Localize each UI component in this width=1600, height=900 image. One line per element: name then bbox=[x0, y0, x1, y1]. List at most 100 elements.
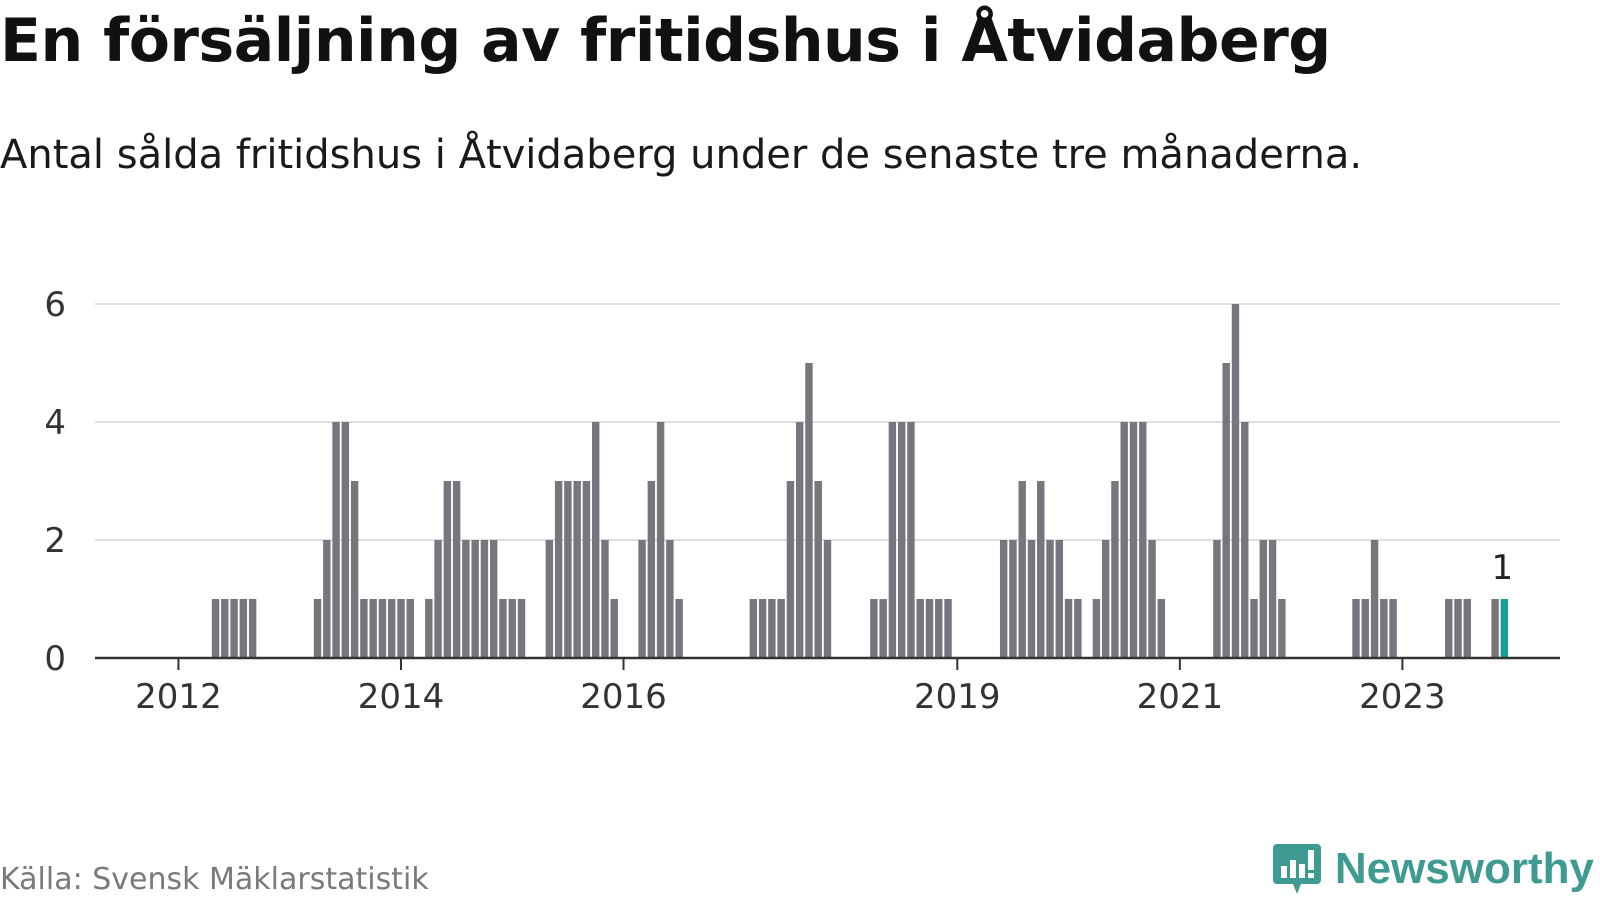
bar bbox=[935, 599, 943, 658]
bar bbox=[313, 599, 322, 658]
y-tick-label: 0 bbox=[44, 639, 66, 679]
bar bbox=[1046, 540, 1054, 658]
bar bbox=[1352, 599, 1360, 658]
bar-annotation: 1 bbox=[1492, 548, 1514, 588]
bar bbox=[638, 540, 646, 658]
bar bbox=[489, 540, 498, 658]
bar bbox=[388, 599, 396, 658]
x-tick-label: 2023 bbox=[1359, 677, 1446, 717]
bar bbox=[1037, 481, 1045, 658]
bar bbox=[452, 481, 461, 658]
bar bbox=[814, 481, 822, 658]
source-note: Källa: Svensk Mäklarstatistik bbox=[0, 862, 429, 897]
bar bbox=[610, 599, 618, 658]
bar bbox=[925, 599, 934, 658]
bar bbox=[1009, 540, 1017, 658]
newsworthy-logo: Newsworthy bbox=[1271, 840, 1594, 898]
bar bbox=[378, 599, 387, 658]
bar bbox=[1148, 540, 1156, 658]
bar bbox=[897, 422, 906, 658]
bar bbox=[564, 481, 572, 658]
newsworthy-icon bbox=[1272, 844, 1321, 894]
bar bbox=[999, 540, 1008, 658]
bar bbox=[230, 599, 238, 658]
bar bbox=[870, 599, 878, 658]
bar bbox=[1231, 304, 1240, 658]
bar bbox=[471, 540, 479, 658]
bar bbox=[397, 599, 405, 658]
bar bbox=[211, 599, 220, 658]
bar bbox=[443, 481, 452, 658]
bar bbox=[332, 422, 340, 658]
bar bbox=[591, 422, 600, 658]
bar bbox=[1139, 422, 1147, 658]
bar bbox=[341, 422, 350, 658]
x-tick-label: 2019 bbox=[914, 677, 1001, 717]
bar bbox=[1491, 599, 1499, 658]
bar bbox=[879, 599, 887, 658]
bar bbox=[434, 540, 442, 658]
bar bbox=[1129, 422, 1138, 658]
bar bbox=[248, 599, 257, 658]
bar bbox=[573, 481, 581, 658]
bar bbox=[1380, 599, 1388, 658]
bar bbox=[369, 599, 377, 658]
x-tick-label: 2016 bbox=[580, 677, 667, 717]
bar bbox=[1055, 540, 1064, 658]
bar bbox=[1445, 599, 1453, 658]
chart-title: En försäljning av fritidshus i Åtvidaber… bbox=[0, 6, 1331, 76]
bar bbox=[499, 599, 507, 658]
bar bbox=[647, 481, 656, 658]
bar bbox=[545, 540, 554, 658]
brand-name: Newsworthy bbox=[1334, 844, 1594, 893]
bar bbox=[323, 540, 331, 658]
x-tick-label: 2014 bbox=[358, 677, 445, 717]
bar bbox=[1101, 540, 1110, 658]
bar bbox=[1361, 599, 1369, 658]
bar bbox=[805, 363, 813, 658]
x-tick-label: 2012 bbox=[135, 677, 222, 717]
bar bbox=[462, 540, 470, 658]
bar-highlight bbox=[1500, 599, 1509, 658]
x-tick-label: 2021 bbox=[1137, 677, 1224, 717]
bar bbox=[221, 599, 229, 658]
bar bbox=[517, 599, 526, 658]
bar bbox=[1241, 422, 1249, 658]
y-tick-label: 2 bbox=[44, 521, 66, 561]
bar bbox=[907, 422, 915, 658]
bar bbox=[1018, 481, 1026, 658]
bar bbox=[795, 422, 804, 658]
bar bbox=[823, 540, 832, 658]
bar bbox=[1120, 422, 1128, 658]
bar bbox=[1111, 481, 1119, 658]
bar bbox=[1278, 599, 1286, 658]
bar bbox=[1454, 599, 1462, 658]
bar bbox=[749, 599, 758, 658]
bar bbox=[1027, 540, 1036, 658]
bar bbox=[554, 481, 563, 658]
bar bbox=[1064, 599, 1073, 658]
bar bbox=[1389, 599, 1397, 658]
bar bbox=[1463, 599, 1471, 658]
bar bbox=[406, 599, 414, 658]
bar bbox=[786, 481, 795, 658]
y-tick-label: 4 bbox=[44, 403, 66, 443]
bar bbox=[425, 599, 433, 658]
bar bbox=[1157, 599, 1166, 658]
bar bbox=[239, 599, 248, 658]
bar bbox=[916, 599, 924, 658]
bar bbox=[656, 422, 665, 658]
bar bbox=[1268, 540, 1277, 658]
bar bbox=[601, 540, 609, 658]
bar bbox=[758, 599, 767, 658]
bar bbox=[944, 599, 952, 658]
bar bbox=[1074, 599, 1082, 658]
bar bbox=[1092, 599, 1101, 658]
bar bbox=[1213, 540, 1221, 658]
bar bbox=[1222, 363, 1230, 658]
bar bbox=[360, 599, 368, 658]
bar bbox=[777, 599, 785, 658]
bar bbox=[666, 540, 674, 658]
bar bbox=[888, 422, 897, 658]
